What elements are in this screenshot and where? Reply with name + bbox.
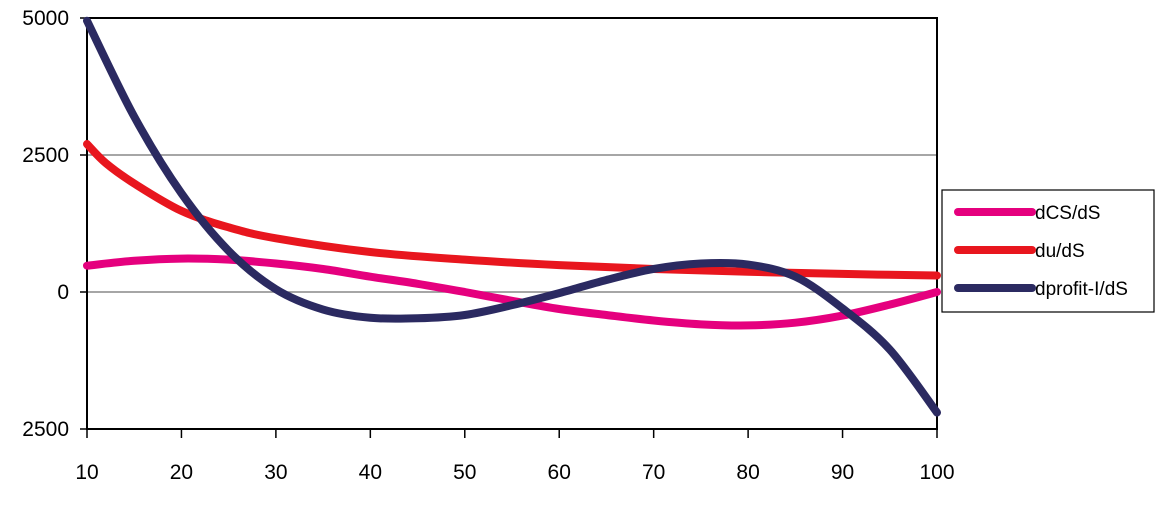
- gridlines: [87, 154, 937, 293]
- x-tick-label-4: 50: [453, 461, 476, 484]
- series-lines: [83, 16, 941, 417]
- x-tick-label-6: 70: [642, 461, 665, 484]
- legend-label-1: du/dS: [1035, 241, 1085, 262]
- x-tick-label-2: 30: [264, 461, 287, 484]
- x-tick-label-9: 100: [919, 461, 954, 484]
- y-tick-label-3: 2500: [22, 418, 69, 441]
- legend-label-0: dCS/dS: [1035, 203, 1100, 224]
- series-line-2: [83, 16, 941, 417]
- x-tick-label-8: 90: [831, 461, 854, 484]
- legend-label-2: dprofit-I/dS: [1035, 279, 1128, 300]
- series-line-0: [83, 254, 941, 330]
- x-tick-label-3: 40: [359, 461, 382, 484]
- x-axis: 10 20 30 40 50 60 70 80 90 100: [75, 429, 955, 484]
- y-tick-label-0: 5000: [22, 7, 69, 30]
- y-tick-label-1: 2500: [22, 144, 69, 167]
- series-line-1: [83, 140, 941, 280]
- x-tick-label-5: 60: [548, 461, 571, 484]
- y-axis: 5000 2500 0 2500: [22, 7, 87, 441]
- x-tick-label-1: 20: [170, 461, 193, 484]
- plot-border: [86, 17, 938, 430]
- y-tick-label-2: 0: [57, 281, 69, 304]
- x-tick-label-0: 10: [75, 461, 98, 484]
- plot-frame: [86, 17, 938, 430]
- x-tick-label-7: 80: [736, 461, 759, 484]
- legend: dCS/dS du/dS dprofit-I/dS: [941, 189, 1155, 313]
